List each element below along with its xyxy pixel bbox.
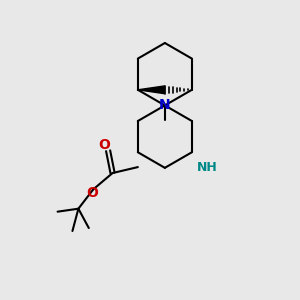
Text: NH: NH xyxy=(197,160,218,174)
Text: O: O xyxy=(99,138,110,152)
Text: N: N xyxy=(159,98,171,112)
Text: O: O xyxy=(86,186,98,200)
Polygon shape xyxy=(138,86,165,94)
